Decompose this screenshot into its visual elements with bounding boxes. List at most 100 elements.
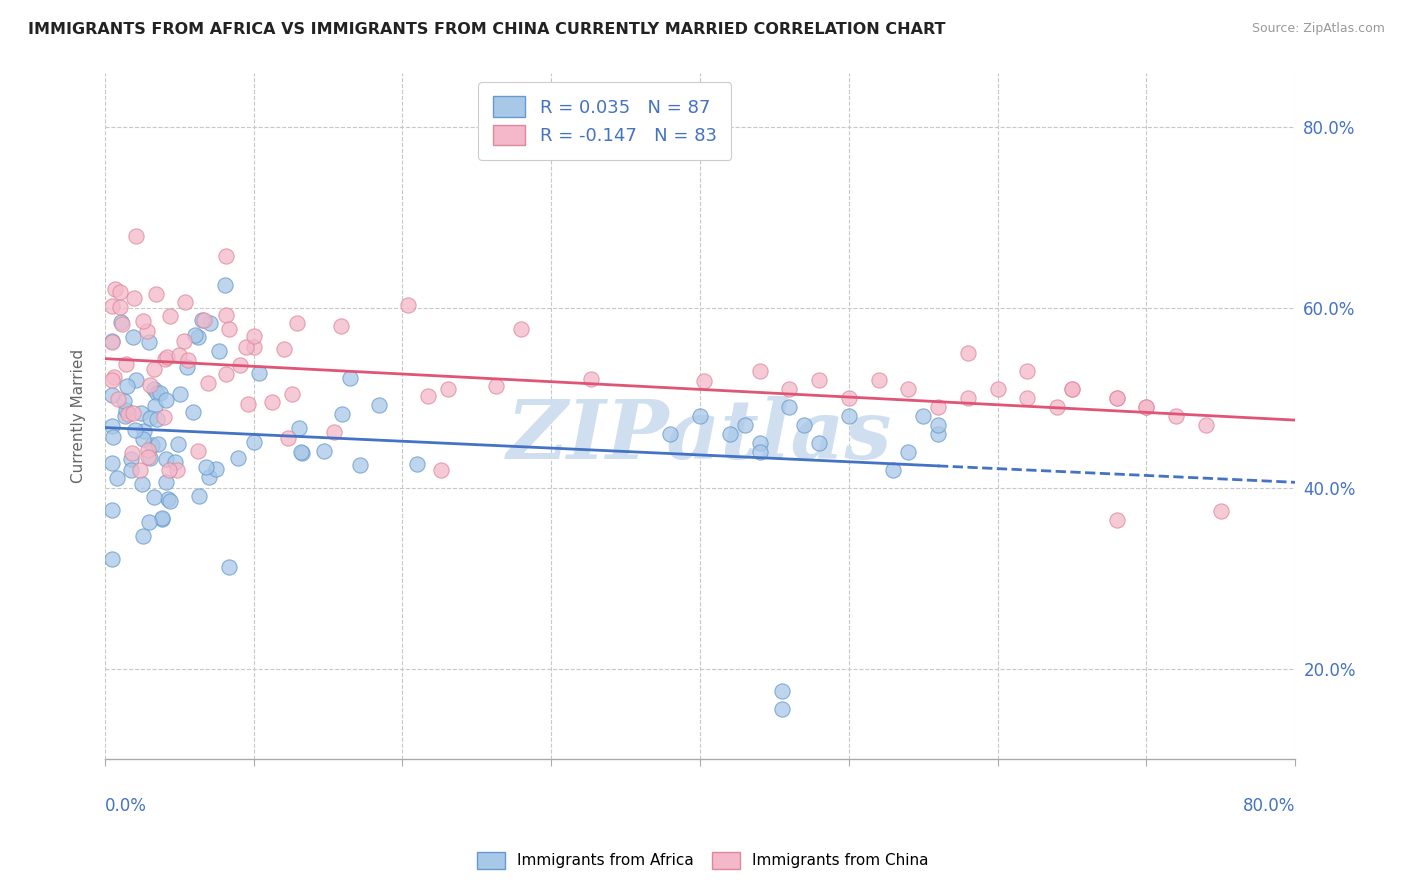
- Point: [132, 529, 155, 543]
- Point: [145, 287, 167, 301]
- Point: [838, 391, 860, 405]
- Point: [1105, 391, 1128, 405]
- Point: [125, 228, 148, 243]
- Point: [418, 389, 440, 403]
- Point: [120, 463, 142, 477]
- Point: [122, 291, 145, 305]
- Point: [277, 431, 299, 445]
- Point: [689, 409, 711, 423]
- Point: [485, 379, 508, 393]
- Point: [112, 394, 135, 409]
- Point: [155, 475, 177, 490]
- Point: [927, 417, 949, 432]
- Point: [1135, 400, 1157, 414]
- Point: [139, 450, 162, 465]
- Point: [121, 329, 143, 343]
- Point: [207, 343, 229, 358]
- Point: [349, 458, 371, 472]
- Point: [986, 382, 1008, 396]
- Point: [748, 364, 770, 378]
- Point: [101, 388, 124, 402]
- Point: [138, 334, 160, 349]
- Point: [131, 477, 153, 491]
- Point: [115, 357, 138, 371]
- Point: [897, 445, 920, 459]
- Point: [143, 399, 166, 413]
- Point: [912, 409, 935, 423]
- Point: [1105, 391, 1128, 405]
- Text: ZIPatlas: ZIPatlas: [508, 396, 893, 476]
- Point: [107, 392, 129, 406]
- Point: [101, 373, 124, 387]
- Point: [215, 368, 238, 382]
- Point: [139, 411, 162, 425]
- Point: [198, 470, 221, 484]
- Point: [1195, 417, 1218, 432]
- Point: [105, 471, 128, 485]
- Point: [1209, 503, 1232, 517]
- Point: [176, 359, 198, 374]
- Text: IMMIGRANTS FROM AFRICA VS IMMIGRANTS FROM CHINA CURRENTLY MARRIED CORRELATION CH: IMMIGRANTS FROM AFRICA VS IMMIGRANTS FRO…: [28, 22, 946, 37]
- Point: [141, 438, 163, 452]
- Point: [103, 370, 125, 384]
- Point: [280, 387, 302, 401]
- Point: [956, 345, 979, 359]
- Point: [169, 387, 191, 401]
- Point: [808, 436, 831, 450]
- Point: [285, 316, 308, 330]
- Point: [101, 430, 124, 444]
- Point: [150, 512, 173, 526]
- Point: [187, 444, 209, 458]
- Point: [143, 490, 166, 504]
- Point: [734, 417, 756, 432]
- Text: 0.0%: 0.0%: [105, 797, 146, 814]
- Point: [243, 329, 266, 343]
- Point: [1046, 400, 1069, 414]
- Point: [187, 330, 209, 344]
- Point: [167, 436, 190, 450]
- Text: Source: ZipAtlas.com: Source: ZipAtlas.com: [1251, 22, 1385, 36]
- Point: [146, 412, 169, 426]
- Point: [101, 334, 124, 348]
- Point: [115, 403, 138, 417]
- Point: [143, 362, 166, 376]
- Point: [1164, 409, 1187, 423]
- Point: [897, 382, 920, 396]
- Point: [157, 491, 180, 506]
- Point: [770, 702, 793, 716]
- Point: [273, 342, 295, 356]
- Point: [125, 373, 148, 387]
- Point: [396, 298, 419, 312]
- Point: [115, 378, 138, 392]
- Point: [215, 308, 238, 322]
- Point: [195, 460, 218, 475]
- Point: [322, 425, 344, 439]
- Point: [260, 395, 283, 409]
- Legend: Immigrants from Africa, Immigrants from China: Immigrants from Africa, Immigrants from …: [467, 841, 939, 880]
- Text: 80.0%: 80.0%: [1243, 797, 1295, 814]
- Point: [188, 489, 211, 503]
- Point: [1017, 391, 1039, 405]
- Point: [101, 457, 124, 471]
- Point: [368, 398, 391, 412]
- Point: [770, 684, 793, 698]
- Point: [579, 371, 602, 385]
- Point: [136, 450, 159, 465]
- Point: [243, 435, 266, 450]
- Point: [339, 371, 361, 385]
- Point: [152, 410, 174, 425]
- Point: [122, 406, 145, 420]
- Point: [146, 436, 169, 450]
- Point: [157, 463, 180, 477]
- Point: [166, 463, 188, 477]
- Point: [430, 463, 453, 477]
- Point: [191, 313, 214, 327]
- Point: [104, 282, 127, 296]
- Point: [184, 327, 207, 342]
- Point: [1135, 400, 1157, 414]
- Point: [235, 340, 257, 354]
- Point: [156, 350, 179, 364]
- Point: [114, 409, 136, 423]
- Point: [793, 417, 815, 432]
- Point: [181, 405, 204, 419]
